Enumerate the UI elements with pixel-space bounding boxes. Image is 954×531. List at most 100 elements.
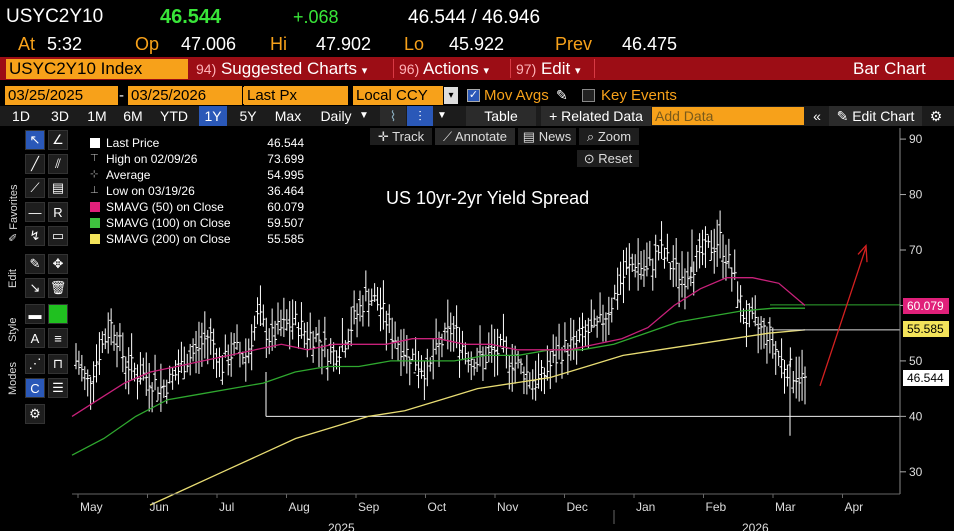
- actions-menu[interactable]: 96) Actions ▾: [399, 59, 490, 78]
- range-1y[interactable]: 1Y: [199, 106, 227, 126]
- bar-chart-icon[interactable]: ⫶: [407, 106, 433, 126]
- range-toolbar: 1D 3D 1M 6M YTD 1Y 5Y Max Daily ▼ ⌇ ⫶ ▼ …: [0, 106, 954, 126]
- pencil-icon[interactable]: ✎: [556, 87, 568, 103]
- style-tab[interactable]: Style: [7, 317, 19, 342]
- suggested-charts-menu[interactable]: 94) Suggested Charts ▾: [196, 59, 368, 78]
- font-icon[interactable]: A: [25, 328, 45, 348]
- line-weight-icon[interactable]: ☰: [48, 378, 68, 398]
- currency-field[interactable]: Local CCY: [353, 86, 443, 105]
- range-6m[interactable]: 6M: [123, 108, 143, 124]
- range-ytd[interactable]: YTD: [160, 108, 188, 124]
- annotate-button[interactable]: ⟋ Annotate: [435, 128, 515, 145]
- y-tick-label: 90: [909, 132, 923, 146]
- sma50-line: [71, 277, 806, 417]
- legend-sma50: SMAVG (50) on Close 60.079: [80, 199, 308, 215]
- rectangle-icon[interactable]: ▭: [48, 226, 68, 246]
- modes-tab[interactable]: Modes: [7, 361, 19, 395]
- channel-icon[interactable]: ⫽: [48, 154, 68, 174]
- key-events-checkbox[interactable]: [582, 89, 595, 102]
- legend-last-price: Last Price 46.544: [80, 135, 308, 151]
- key-events-label: Key Events: [601, 87, 677, 104]
- time: 5:32: [47, 34, 83, 54]
- settings-gear-icon[interactable]: ⚙: [929, 108, 943, 124]
- color-icon[interactable]: ▬: [25, 304, 45, 324]
- command-bar: USYC2Y10 Index 94) Suggested Charts ▾ 96…: [0, 57, 954, 80]
- trash-icon[interactable]: 🗑: [48, 278, 68, 298]
- open-label: Op: [135, 34, 160, 54]
- start-date-field[interactable]: 03/25/2025: [5, 86, 118, 105]
- chart-title: US 10yr-2yr Yield Spread: [386, 188, 590, 208]
- table-button[interactable]: Table: [466, 106, 536, 126]
- edit-menu[interactable]: 97) Edit ▾: [516, 59, 581, 78]
- favorites-tab[interactable]: ✎ Favorites: [8, 184, 20, 242]
- legend-sma100: SMAVG (100) on Close 59.507: [80, 215, 308, 231]
- settings-icon[interactable]: ⚙: [25, 404, 45, 424]
- low-value: 45.922: [449, 34, 505, 54]
- range-max[interactable]: Max: [274, 108, 302, 124]
- currency-dropdown-icon[interactable]: ▾: [444, 87, 458, 104]
- fibonacci-icon[interactable]: ▤: [48, 178, 68, 198]
- prev-label: Prev: [555, 34, 593, 54]
- x-tick-label: Jul: [219, 500, 234, 514]
- dotted-line-icon[interactable]: ⋰: [25, 354, 45, 374]
- price-chart[interactable]: 30405060708090 MayJunJulAugSepOctNovDecJ…: [0, 126, 954, 531]
- edit-tab[interactable]: Edit: [7, 269, 19, 288]
- select-icon[interactable]: ↘: [25, 278, 45, 298]
- track-button[interactable]: ✛ Track: [370, 128, 432, 145]
- legend-swatch: [90, 234, 100, 244]
- x-tick-label: Jan: [636, 500, 655, 514]
- line-chart-icon[interactable]: ⌇: [380, 106, 406, 126]
- y-tick-label: 70: [909, 243, 923, 257]
- add-data-input[interactable]: Add Data: [652, 107, 804, 125]
- range-5y[interactable]: 5Y: [239, 108, 257, 124]
- brush-icon[interactable]: ✎: [25, 254, 45, 274]
- collapse-icon[interactable]: «: [813, 108, 821, 124]
- snap-mode-icon[interactable]: C: [25, 378, 45, 398]
- mov-avgs-label: Mov Avgs: [484, 87, 549, 104]
- average-marker-icon: ⊹: [90, 169, 99, 180]
- trend-line-icon[interactable]: ╱: [25, 154, 45, 174]
- legend-high: ⊤ High on 02/09/26 73.699: [90, 152, 304, 166]
- sma200-price-tag: 55.585: [903, 321, 949, 337]
- retracement-icon[interactable]: R: [48, 202, 68, 222]
- range-1m[interactable]: 1M: [87, 108, 107, 124]
- change: +.068: [293, 7, 339, 27]
- range-1d[interactable]: 1D: [12, 108, 30, 124]
- pen-select-icon[interactable]: ∠: [48, 130, 68, 150]
- color-swatch-icon[interactable]: [48, 304, 68, 324]
- line-style-icon[interactable]: ≡: [48, 328, 68, 348]
- annotation-arrow-head: [857, 243, 868, 263]
- last-price-tag: 46.544: [903, 370, 949, 386]
- price-type-field[interactable]: Last Px: [244, 86, 348, 105]
- low-marker-icon: ⊥: [90, 185, 99, 196]
- frequency-select[interactable]: Daily: [320, 108, 352, 124]
- reset-button[interactable]: ⊙ Reset: [577, 150, 639, 167]
- high-marker-icon: ⊤: [90, 153, 99, 164]
- at-label: At: [18, 34, 36, 54]
- text-tool-icon[interactable]: ↯: [25, 226, 45, 246]
- magnet-icon[interactable]: ⊓: [48, 354, 68, 374]
- range-3d[interactable]: 3D: [51, 108, 69, 124]
- low-label: Lo: [404, 34, 425, 54]
- date-separator: -: [119, 87, 124, 104]
- chart-type-dropdown-icon[interactable]: ▼: [437, 110, 447, 121]
- y-tick-label: 40: [909, 409, 923, 423]
- legend-average: ⊹ Average 54.995: [90, 168, 304, 182]
- frequency-dropdown-icon[interactable]: ▼: [359, 110, 369, 121]
- x-tick-label: Aug: [289, 500, 310, 514]
- move-icon[interactable]: ✥: [48, 254, 68, 274]
- prev-value: 46.475: [622, 34, 678, 54]
- related-data-button[interactable]: + Related Data: [541, 106, 651, 126]
- security-field[interactable]: USYC2Y10 Index: [9, 59, 143, 78]
- pointer-icon[interactable]: ↖: [25, 130, 45, 150]
- ticker: USYC2Y10: [6, 6, 104, 27]
- ray-icon[interactable]: ⟋: [25, 178, 45, 198]
- edit-chart-button[interactable]: ✎ Edit Chart: [829, 106, 922, 126]
- zoom-button[interactable]: ⌕ Zoom: [579, 128, 639, 145]
- news-button[interactable]: ▤ News: [518, 128, 576, 145]
- mov-avgs-checkbox[interactable]: ✓: [467, 89, 480, 102]
- settings-row: 03/25/2025 - 03/25/2026 ▦ Last Px Local …: [0, 86, 954, 106]
- end-date-field[interactable]: 03/25/2026: [128, 86, 242, 105]
- annotation-arrow: [819, 247, 867, 387]
- horizontal-line-icon[interactable]: —: [25, 202, 45, 222]
